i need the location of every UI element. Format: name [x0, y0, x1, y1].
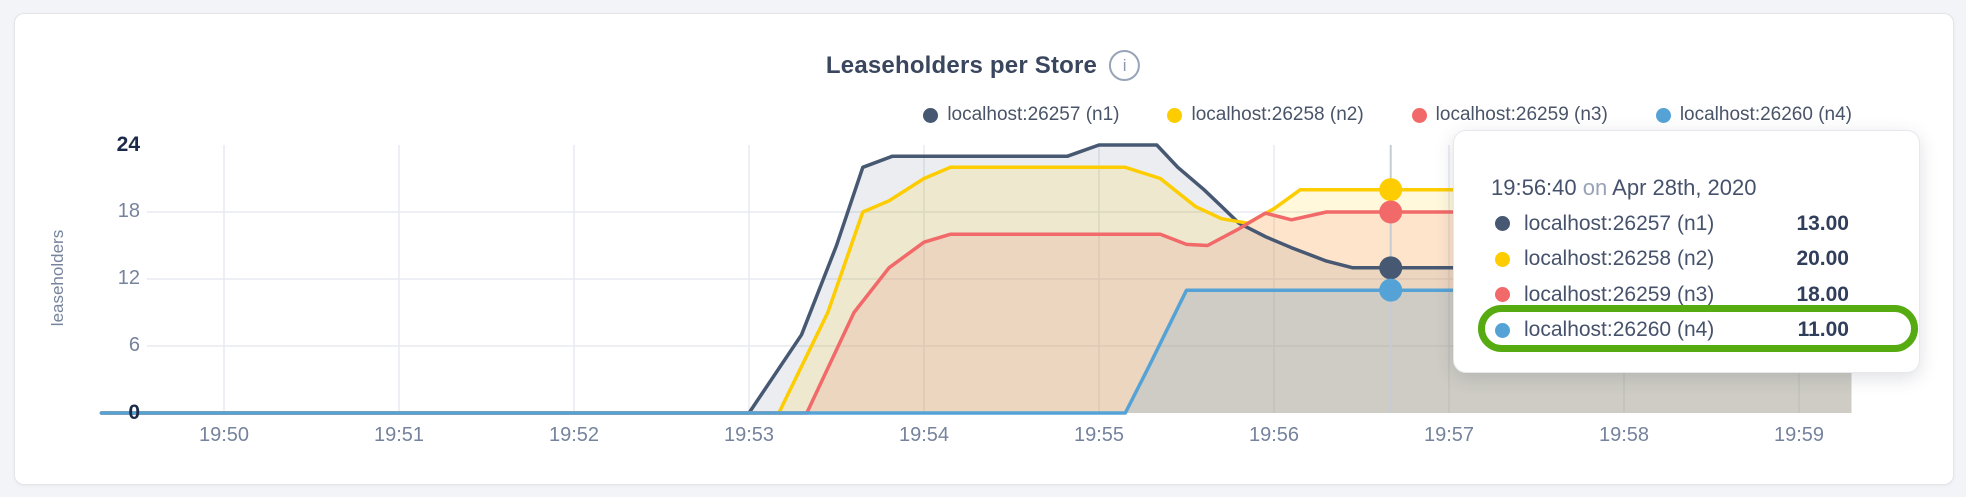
legend-label: localhost:26258 (n2) [1191, 104, 1364, 125]
hover-dot-n1 [1379, 256, 1403, 280]
y-tick-label: 12 [117, 267, 140, 289]
series-area-n4 [101, 290, 1852, 413]
tooltip-series-label: localhost:26257 (n1) [1524, 211, 1715, 235]
tooltip-row-n1: localhost:26257 (n1) 13.00 [1491, 206, 1849, 242]
x-tick-label: 19:59 [1773, 424, 1825, 446]
tooltip-row-n4-highlighted: localhost:26260 (n4) 11.00 [1491, 313, 1849, 349]
series-lines [99, 143, 1854, 415]
x-tick-label: 19:52 [548, 424, 600, 446]
chart-header: Leaseholders per Store i [825, 50, 1141, 81]
legend-label: localhost:26259 (n3) [1435, 104, 1608, 125]
series-line-n1 [99, 143, 1854, 415]
series-area-n1 [101, 145, 1852, 413]
y-tick-label: 0 [128, 401, 140, 424]
series-area-n2 [101, 167, 1852, 413]
tooltip-preposition: on [1582, 175, 1608, 200]
tooltip-row-n2: localhost:26258 (n2) 20.00 [1491, 242, 1849, 278]
x-tick-label: 19:57 [1423, 424, 1475, 446]
tooltip-row-n3: localhost:26259 (n3) 18.00 [1491, 277, 1849, 313]
tooltip-series-dot-icon [1495, 216, 1510, 232]
hover-dot-n2 [1379, 178, 1403, 202]
series-line-n4 [99, 288, 1854, 415]
legend-dot-icon [1167, 107, 1183, 123]
legend-dot-icon [1411, 107, 1427, 123]
hover-layer [1379, 145, 1403, 413]
x-tick-label: 19:51 [373, 424, 425, 446]
x-tick-label: 19:53 [723, 424, 775, 446]
tooltip-timestamp: 19:56:40 on Apr 28th, 2020 [1491, 175, 1757, 201]
tooltip-date: Apr 28th, 2020 [1612, 175, 1757, 200]
y-tick-label: 24 [116, 133, 140, 156]
legend-label: localhost:26257 (n1) [947, 104, 1120, 125]
series-areas [101, 145, 1852, 413]
y-tick-label: 18 [117, 200, 140, 222]
chart-legend: localhost:26257 (n1) localhost:26258 (n2)… [923, 104, 1852, 126]
y-tick-label: 6 [128, 334, 140, 356]
series-line-n3 [99, 210, 1854, 415]
legend-item-n4[interactable]: localhost:26260 (n4) [1655, 104, 1852, 126]
tooltip-series-dot-icon [1495, 322, 1510, 338]
tooltip-series-label: localhost:26258 (n2) [1524, 247, 1715, 271]
x-tick-label: 19:56 [1248, 424, 1300, 446]
legend-dot-icon [923, 107, 939, 123]
hover-tooltip: 19:56:40 on Apr 28th, 2020 localhost:262… [1453, 130, 1920, 373]
tooltip-series-dot-icon [1495, 287, 1510, 303]
tooltip-series-value: 11.00 [1797, 318, 1849, 342]
x-tick-label: 19:58 [1598, 424, 1650, 446]
legend-dot-icon [1655, 107, 1671, 123]
series-area-n3 [101, 212, 1852, 413]
tooltip-time: 19:56:40 [1491, 175, 1577, 200]
x-tick-label: 19:55 [1073, 424, 1125, 446]
x-tick-label: 19:50 [198, 424, 250, 446]
tooltip-series-dot-icon [1495, 251, 1510, 267]
chart-title: Leaseholders per Store [825, 51, 1098, 79]
hover-dot-n4 [1379, 278, 1403, 302]
hover-dot-n3 [1379, 200, 1403, 224]
tooltip-series-value: 13.00 [1796, 211, 1849, 235]
legend-item-n1[interactable]: localhost:26257 (n1) [923, 104, 1119, 126]
legend-item-n3[interactable]: localhost:26259 (n3) [1411, 104, 1608, 126]
tooltip-series-label: localhost:26259 (n3) [1524, 282, 1715, 306]
tooltip-rows: localhost:26257 (n1) 13.00 localhost:26258… [1491, 206, 1849, 348]
info-icon[interactable]: i [1109, 50, 1141, 81]
x-tick-label: 19:54 [898, 424, 950, 446]
legend-label: localhost:26260 (n4) [1679, 104, 1852, 125]
tooltip-series-label: localhost:26260 (n4) [1524, 318, 1715, 342]
legend-item-n2[interactable]: localhost:26258 (n2) [1167, 104, 1364, 126]
tooltip-series-value: 18.00 [1796, 282, 1849, 306]
tooltip-series-value: 20.00 [1796, 247, 1849, 271]
